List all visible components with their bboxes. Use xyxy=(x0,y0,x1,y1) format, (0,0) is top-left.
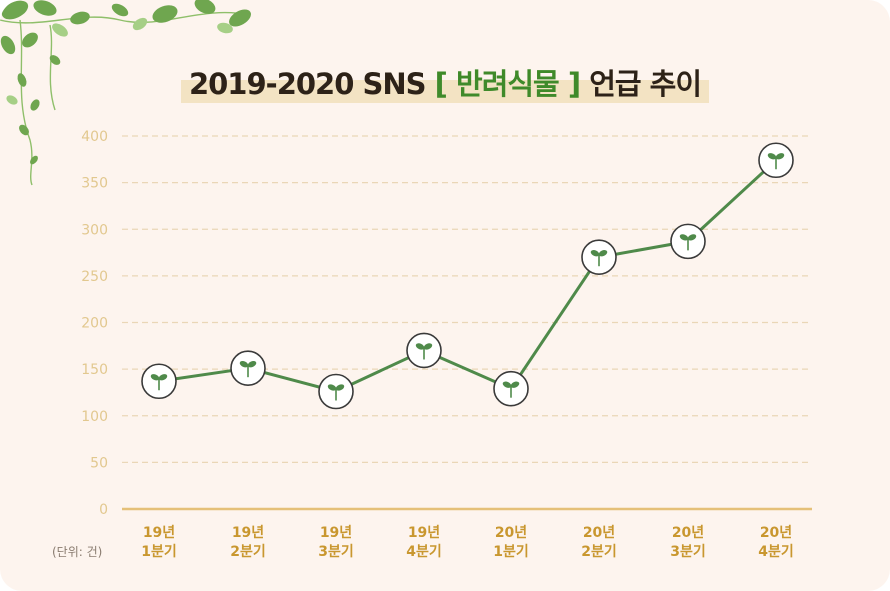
x-tick-label-year: 19년 xyxy=(408,525,440,541)
x-tick-label-quarter: 3분기 xyxy=(318,544,354,560)
y-tick-label: 50 xyxy=(90,455,108,471)
y-tick-label: 350 xyxy=(81,176,108,192)
sprout-leaf-icon xyxy=(327,384,337,391)
sprout-leaf-icon xyxy=(158,374,168,381)
sprout-leaf-icon xyxy=(687,234,697,241)
sprout-leaf-icon xyxy=(590,250,600,257)
title-bracket-open: [ xyxy=(434,67,457,101)
x-tick-label-quarter: 3분기 xyxy=(670,544,706,560)
x-tick-label-quarter: 1분기 xyxy=(493,544,529,560)
sprout-leaf-icon xyxy=(767,153,777,160)
x-tick-label-year: 19년 xyxy=(143,525,175,541)
sprout-leaf-icon xyxy=(335,384,345,391)
sprout-leaf-icon xyxy=(415,343,425,350)
x-tick-label-year: 20년 xyxy=(760,525,792,541)
x-tick-label-year: 20년 xyxy=(583,525,615,541)
vine-decoration-icon xyxy=(0,0,251,186)
x-tick-label-quarter: 4분기 xyxy=(758,544,794,560)
data-point xyxy=(230,350,266,386)
x-tick-label-quarter: 1분기 xyxy=(141,544,177,560)
data-point xyxy=(581,239,617,276)
y-tick-label: 100 xyxy=(81,409,108,425)
y-tick-label: 300 xyxy=(81,222,108,238)
sprout-leaf-icon xyxy=(502,381,512,388)
sprout-leaf-icon xyxy=(679,234,689,241)
y-tick-label: 400 xyxy=(81,129,108,145)
x-tick-label-year: 20년 xyxy=(495,525,527,541)
x-tick-label-year: 19년 xyxy=(320,525,352,541)
data-point xyxy=(318,373,354,410)
title-prefix: 2019-2020 SNS xyxy=(188,67,435,101)
y-tick-label: 0 xyxy=(99,502,108,518)
y-tick-label: 200 xyxy=(81,316,108,332)
sprout-leaf-icon xyxy=(598,250,608,257)
x-tick-label-year: 19년 xyxy=(232,525,264,541)
title-highlight: 반려식물 xyxy=(456,67,560,101)
unit-label: (단위: 건) xyxy=(52,545,103,559)
sprout-leaf-icon xyxy=(423,343,433,350)
x-tick-label-quarter: 4분기 xyxy=(406,544,442,560)
data-point xyxy=(758,142,794,179)
x-tick-label-quarter: 2분기 xyxy=(230,544,266,560)
sprout-leaf-icon xyxy=(775,153,785,160)
sprout-leaf-icon xyxy=(150,374,160,381)
y-tick-label: 250 xyxy=(81,269,108,285)
x-tick-label-quarter: 2분기 xyxy=(581,544,617,560)
data-point xyxy=(141,363,177,400)
sprout-leaf-icon xyxy=(247,361,257,368)
x-tick-label-year: 20년 xyxy=(672,525,704,541)
title-bracket-close: ] xyxy=(558,67,581,101)
sprout-leaf-icon xyxy=(239,361,249,368)
title-suffix: 언급 추이 xyxy=(580,67,702,101)
data-point xyxy=(493,370,529,407)
y-tick-label: 150 xyxy=(81,362,108,378)
data-point xyxy=(670,223,706,260)
chart-title: 2019-2020 SNS [ 반려식물 ] 언급 추이 xyxy=(0,55,890,107)
sprout-leaf-icon xyxy=(510,381,520,388)
data-point xyxy=(406,332,442,369)
